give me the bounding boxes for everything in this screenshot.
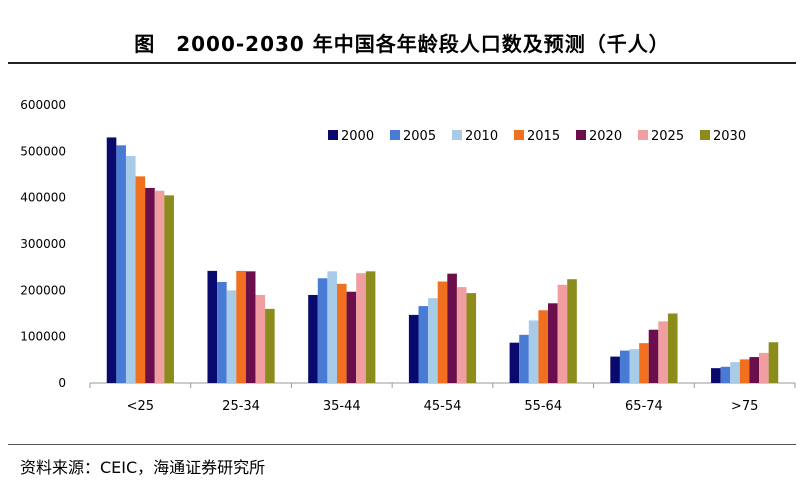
- bar: [255, 294, 266, 383]
- bar: [538, 310, 549, 383]
- legend-swatch: [390, 130, 400, 140]
- bar: [125, 155, 136, 383]
- bar: [619, 350, 630, 383]
- y-tick-label: 400000: [20, 191, 66, 205]
- legend-label: 2005: [403, 129, 436, 144]
- bar: [116, 145, 126, 383]
- bar: [207, 270, 218, 383]
- bar: [428, 298, 438, 383]
- y-axis: 0 100000 200000 300000 400000 500000 600000: [20, 98, 66, 390]
- legend-swatch: [514, 130, 524, 140]
- legend-swatch: [638, 130, 648, 140]
- y-tick-label: 300000: [20, 237, 66, 251]
- bar: [667, 313, 678, 383]
- page-title: 图 2000-2030 年中国各年龄段人口数及预测（千人）: [134, 32, 670, 56]
- bar: [730, 362, 740, 383]
- bar: [711, 368, 721, 383]
- bar: [154, 190, 165, 383]
- y-tick-label: 600000: [20, 98, 66, 112]
- bar: [308, 294, 318, 383]
- y-tick-label: 500000: [20, 144, 66, 158]
- bar: [408, 314, 419, 383]
- bars: [106, 137, 779, 383]
- source-note: 资料来源：CEIC，海通证券研究所: [20, 458, 266, 477]
- x-tick-label: 35-44: [323, 399, 361, 414]
- legend: 2000 2005 2010 2015 2020 2025 2030: [328, 129, 746, 144]
- bar: [226, 290, 237, 383]
- bar: [106, 137, 117, 383]
- bar: [317, 278, 328, 383]
- bar: [164, 195, 174, 383]
- legend-swatch: [576, 130, 586, 140]
- bar: [245, 271, 256, 383]
- x-tick-label: 65-74: [625, 399, 663, 414]
- x-axis: <25 25-34 35-44 45-54 55-64 65-74 >75: [89, 382, 796, 414]
- bar: [356, 273, 366, 383]
- y-tick-label: 0: [58, 376, 66, 390]
- legend-label: 2010: [465, 129, 498, 144]
- bar: [447, 273, 457, 383]
- bar: [365, 271, 376, 383]
- bar: [236, 270, 246, 383]
- bar: [437, 281, 448, 383]
- x-tick-label: <25: [127, 399, 154, 414]
- y-tick-label: 100000: [20, 330, 66, 344]
- bar: [145, 187, 155, 383]
- legend-label: 2000: [341, 129, 374, 144]
- bar: [509, 342, 520, 383]
- bar: [720, 366, 731, 383]
- legend-swatch: [700, 130, 710, 140]
- bar: [135, 176, 146, 383]
- bar: [528, 320, 539, 383]
- bar: [466, 293, 477, 383]
- bar: [336, 283, 347, 383]
- bar: [610, 356, 620, 383]
- bar: [648, 329, 659, 383]
- bar: [557, 284, 568, 383]
- bar: [759, 352, 769, 383]
- legend-label: 2020: [589, 129, 622, 144]
- bar: [639, 343, 649, 383]
- bar: [567, 279, 577, 383]
- bar: [749, 357, 760, 383]
- title-divider: [8, 62, 796, 64]
- bar: [327, 271, 337, 383]
- bar: [629, 349, 640, 383]
- y-tick-label: 200000: [20, 283, 66, 297]
- legend-swatch: [452, 130, 462, 140]
- bar: [418, 306, 429, 383]
- bar: [548, 303, 558, 383]
- bar: [217, 281, 227, 383]
- x-tick-label: 55-64: [524, 399, 562, 414]
- legend-label: 2030: [713, 129, 746, 144]
- bar: [658, 321, 668, 383]
- bar: [768, 342, 779, 383]
- x-tick-label: >75: [731, 399, 758, 414]
- x-tick-label: 25-34: [222, 399, 260, 414]
- legend-label: 2015: [527, 129, 560, 144]
- bar: [456, 287, 467, 383]
- legend-label: 2025: [651, 129, 684, 144]
- bar: [346, 291, 357, 383]
- bar: [739, 359, 750, 383]
- x-tick-label: 45-54: [424, 399, 462, 414]
- bar: [265, 308, 275, 383]
- bar: [519, 334, 529, 383]
- source-divider: [8, 444, 796, 445]
- legend-swatch: [328, 130, 338, 140]
